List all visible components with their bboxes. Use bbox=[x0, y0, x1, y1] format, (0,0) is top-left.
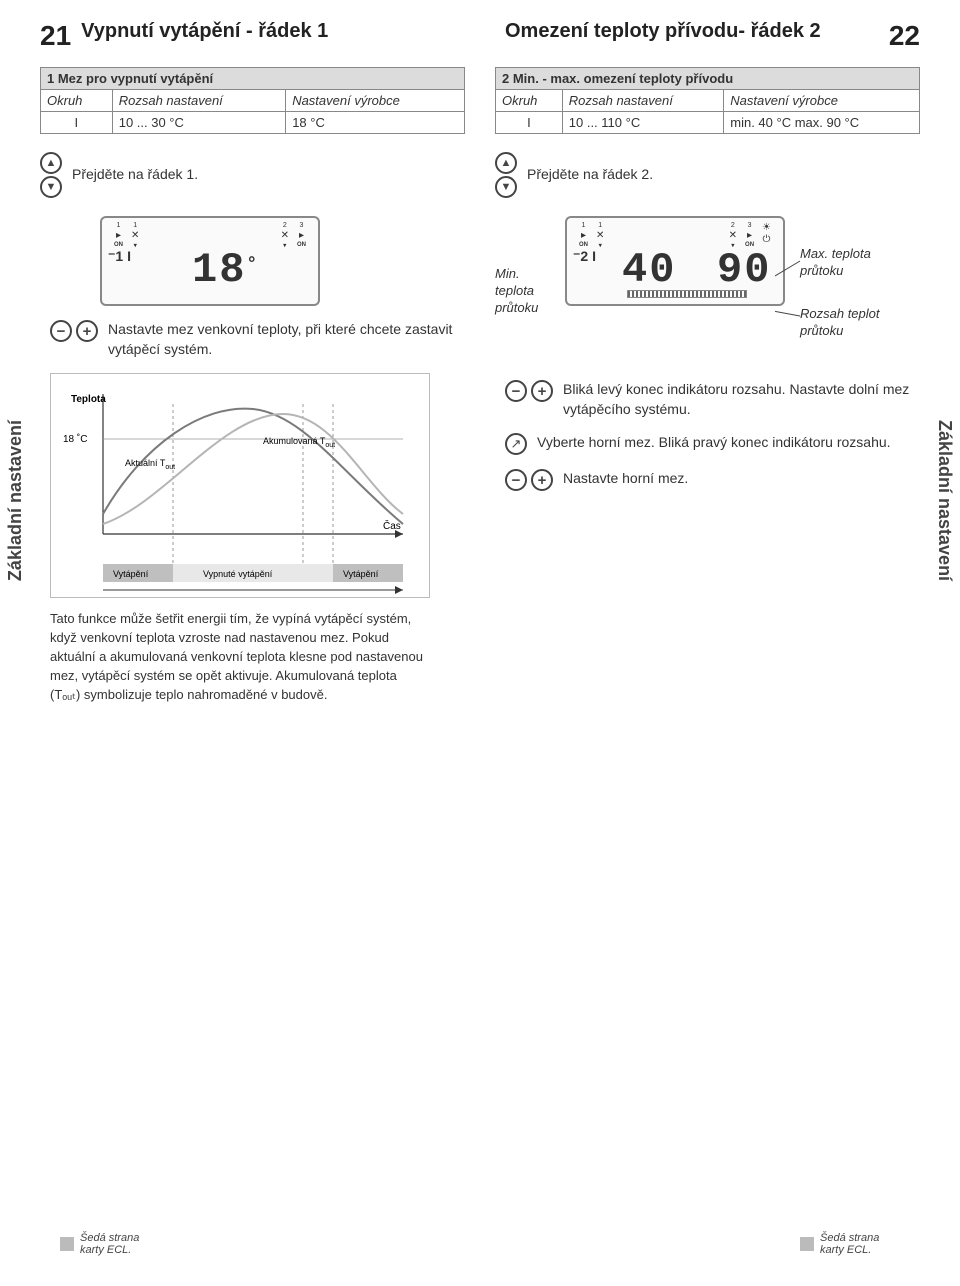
annot-range: Rozsah teplot průtoku bbox=[800, 306, 900, 340]
minus-button-r2[interactable] bbox=[505, 469, 527, 491]
plus-button-r2[interactable] bbox=[531, 469, 553, 491]
page-number-left: 21 bbox=[40, 20, 71, 52]
side-label-right: Základní nastavení bbox=[934, 420, 955, 581]
page-title-right: Omezení teploty přívodu- řádek 2 bbox=[505, 20, 879, 43]
up-button[interactable] bbox=[40, 152, 62, 174]
lcd-v2: 90 bbox=[717, 246, 771, 294]
col-range: Rozsah nastavení bbox=[112, 90, 285, 112]
lcd-v1: 40 bbox=[622, 246, 676, 294]
instruction-r2: Vyberte horní mez. Bliká pravý konec ind… bbox=[537, 433, 891, 453]
plus-button[interactable] bbox=[76, 320, 98, 342]
col-factory: Nastavení výrobce bbox=[286, 90, 465, 112]
lcd-display-right: 1▸ON 1✕▾ 2✕▾ 3▸ON ☀⏻ ⁻2 I 40 90 bbox=[565, 216, 785, 306]
down-button-r[interactable] bbox=[495, 176, 517, 198]
settings-table-right: 2 Min. - max. omezení teploty přívodu Ok… bbox=[495, 67, 920, 134]
gray-square-icon bbox=[60, 1237, 74, 1251]
footer-right: Šedá strana karty ECL. bbox=[800, 1232, 900, 1256]
table-header: 1 Mez pro vypnutí vytápění bbox=[41, 68, 465, 90]
cell-range: 10 ... 30 °C bbox=[112, 112, 285, 134]
col-factory-r: Nastavení výrobce bbox=[724, 90, 920, 112]
graph-panel: Teplota 18 ˚C Čas Aktuální Tout Akumulov… bbox=[50, 373, 430, 598]
svg-text:Aktuální Tout: Aktuální Tout bbox=[125, 458, 175, 471]
plus-button-r1[interactable] bbox=[531, 380, 553, 402]
instruction-r3: Nastavte horní mez. bbox=[563, 469, 688, 489]
down-button[interactable] bbox=[40, 176, 62, 198]
footer-text-r: Šedá strana karty ECL. bbox=[820, 1232, 900, 1256]
lcd-display-left: 1▸ON 1✕▾ 2✕▾ 3▸ON ⁻1 I 18° bbox=[100, 216, 320, 306]
minus-button-r1[interactable] bbox=[505, 380, 527, 402]
cell-factory-r: min. 40 °C max. 90 °C bbox=[724, 112, 920, 134]
instruction-r1: Bliká levý konec indikátoru rozsahu. Nas… bbox=[563, 380, 920, 419]
gray-square-icon-r bbox=[800, 1237, 814, 1251]
lcd-range-bar bbox=[627, 290, 747, 298]
instruction-left: Nastavte mez venkovní teploty, při které… bbox=[108, 320, 465, 359]
col-range-r: Rozsah nastavení bbox=[562, 90, 724, 112]
col-okruh: Okruh bbox=[41, 90, 113, 112]
col-okruh-r: Okruh bbox=[496, 90, 563, 112]
lcd-corner-r: ⁻2 I bbox=[573, 248, 596, 265]
minus-button[interactable] bbox=[50, 320, 72, 342]
settings-table-left: 1 Mez pro vypnutí vytápění Okruh Rozsah … bbox=[40, 67, 465, 134]
cell-factory: 18 °C bbox=[286, 112, 465, 134]
svg-text:Vytápění: Vytápění bbox=[343, 569, 379, 579]
svg-text:Vytápění: Vytápění bbox=[113, 569, 149, 579]
up-button-r[interactable] bbox=[495, 152, 517, 174]
nav-text-right: Přejděte na řádek 2. bbox=[527, 165, 653, 185]
svg-text:Vypnuté vytápění: Vypnuté vytápění bbox=[203, 569, 273, 579]
temperature-graph: Teplota 18 ˚C Čas Aktuální Tout Akumulov… bbox=[63, 384, 419, 594]
page-number-right: 22 bbox=[889, 20, 920, 52]
cell-range-r: 10 ... 110 °C bbox=[562, 112, 724, 134]
svg-text:Akumulovaná Tout: Akumulovaná Tout bbox=[263, 436, 335, 449]
footer-left: Šedá strana karty ECL. bbox=[60, 1232, 160, 1256]
description-text: Tato funkce může šetřit energii tím, že … bbox=[50, 610, 430, 704]
cell-okruh: I bbox=[41, 112, 113, 134]
lcd-value: 18° bbox=[192, 246, 259, 294]
footer-text-l: Šedá strana karty ECL. bbox=[80, 1232, 160, 1256]
cell-okruh-r: I bbox=[496, 112, 563, 134]
svg-text:18 ˚C: 18 ˚C bbox=[63, 433, 87, 445]
shift-button[interactable] bbox=[505, 433, 527, 455]
svg-text:Teplota: Teplota bbox=[71, 394, 106, 405]
page-title-left: Vypnutí vytápění - řádek 1 bbox=[81, 20, 455, 43]
lcd-corner: ⁻1 I bbox=[108, 248, 131, 265]
annot-max: Max. teplota průtoku bbox=[800, 246, 890, 280]
table-header-r: 2 Min. - max. omezení teploty přívodu bbox=[496, 68, 920, 90]
side-label-left: Základní nastavení bbox=[5, 420, 26, 581]
annot-min: Min. teplota průtoku bbox=[495, 266, 555, 317]
nav-text-left: Přejděte na řádek 1. bbox=[72, 165, 198, 185]
